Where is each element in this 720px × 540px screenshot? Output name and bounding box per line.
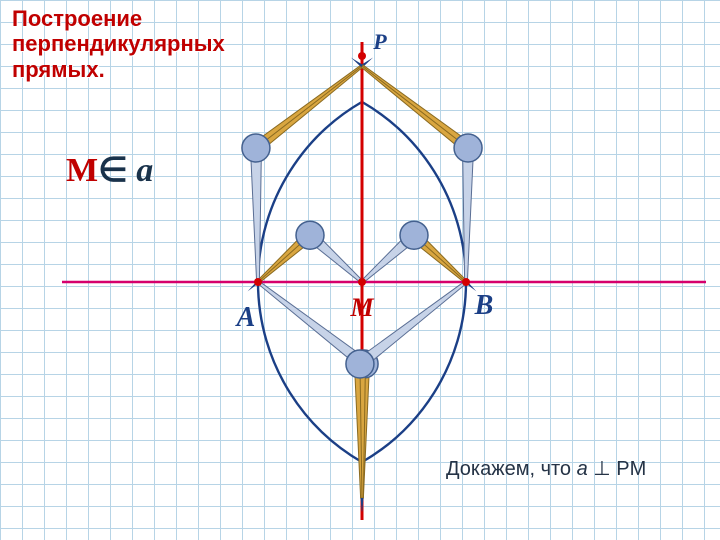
label-B: B [475,290,494,322]
perpendicular-icon: ⊥ [593,458,610,480]
element-of-icon: ∈ [98,151,128,189]
compass-hinge [296,221,324,249]
point-P [358,52,366,60]
title-line-1: Построение [12,6,142,31]
condition-formula: М∈ a [66,150,153,190]
compass-hinge [242,134,270,162]
compass-hinge [454,134,482,162]
proof-prefix: Докажем, что [446,458,577,480]
compass-hinge [400,221,428,249]
label-A: A [237,302,256,334]
formula-M: М [66,152,98,189]
proof-statement: Докажем, что а ⊥ PM [446,456,646,481]
compass-metal-leg [250,148,261,282]
compass-pencil-stripe [362,66,468,148]
compass-pencil-stripe [256,66,362,148]
point-B [462,278,470,286]
formula-a: a [136,152,153,189]
label-P: P [373,29,386,55]
slide-title: Построение перпендикулярных прямых. [12,6,225,82]
title-line-3: прямых. [12,57,105,82]
compass-metal-leg [463,148,474,282]
proof-a: а [577,458,588,480]
point-A [254,278,262,286]
title-line-2: перпендикулярных [12,31,225,56]
point-M [358,278,366,286]
proof-PM: PM [616,458,646,480]
label-M: М [350,293,373,323]
compass-hinge [346,350,374,378]
